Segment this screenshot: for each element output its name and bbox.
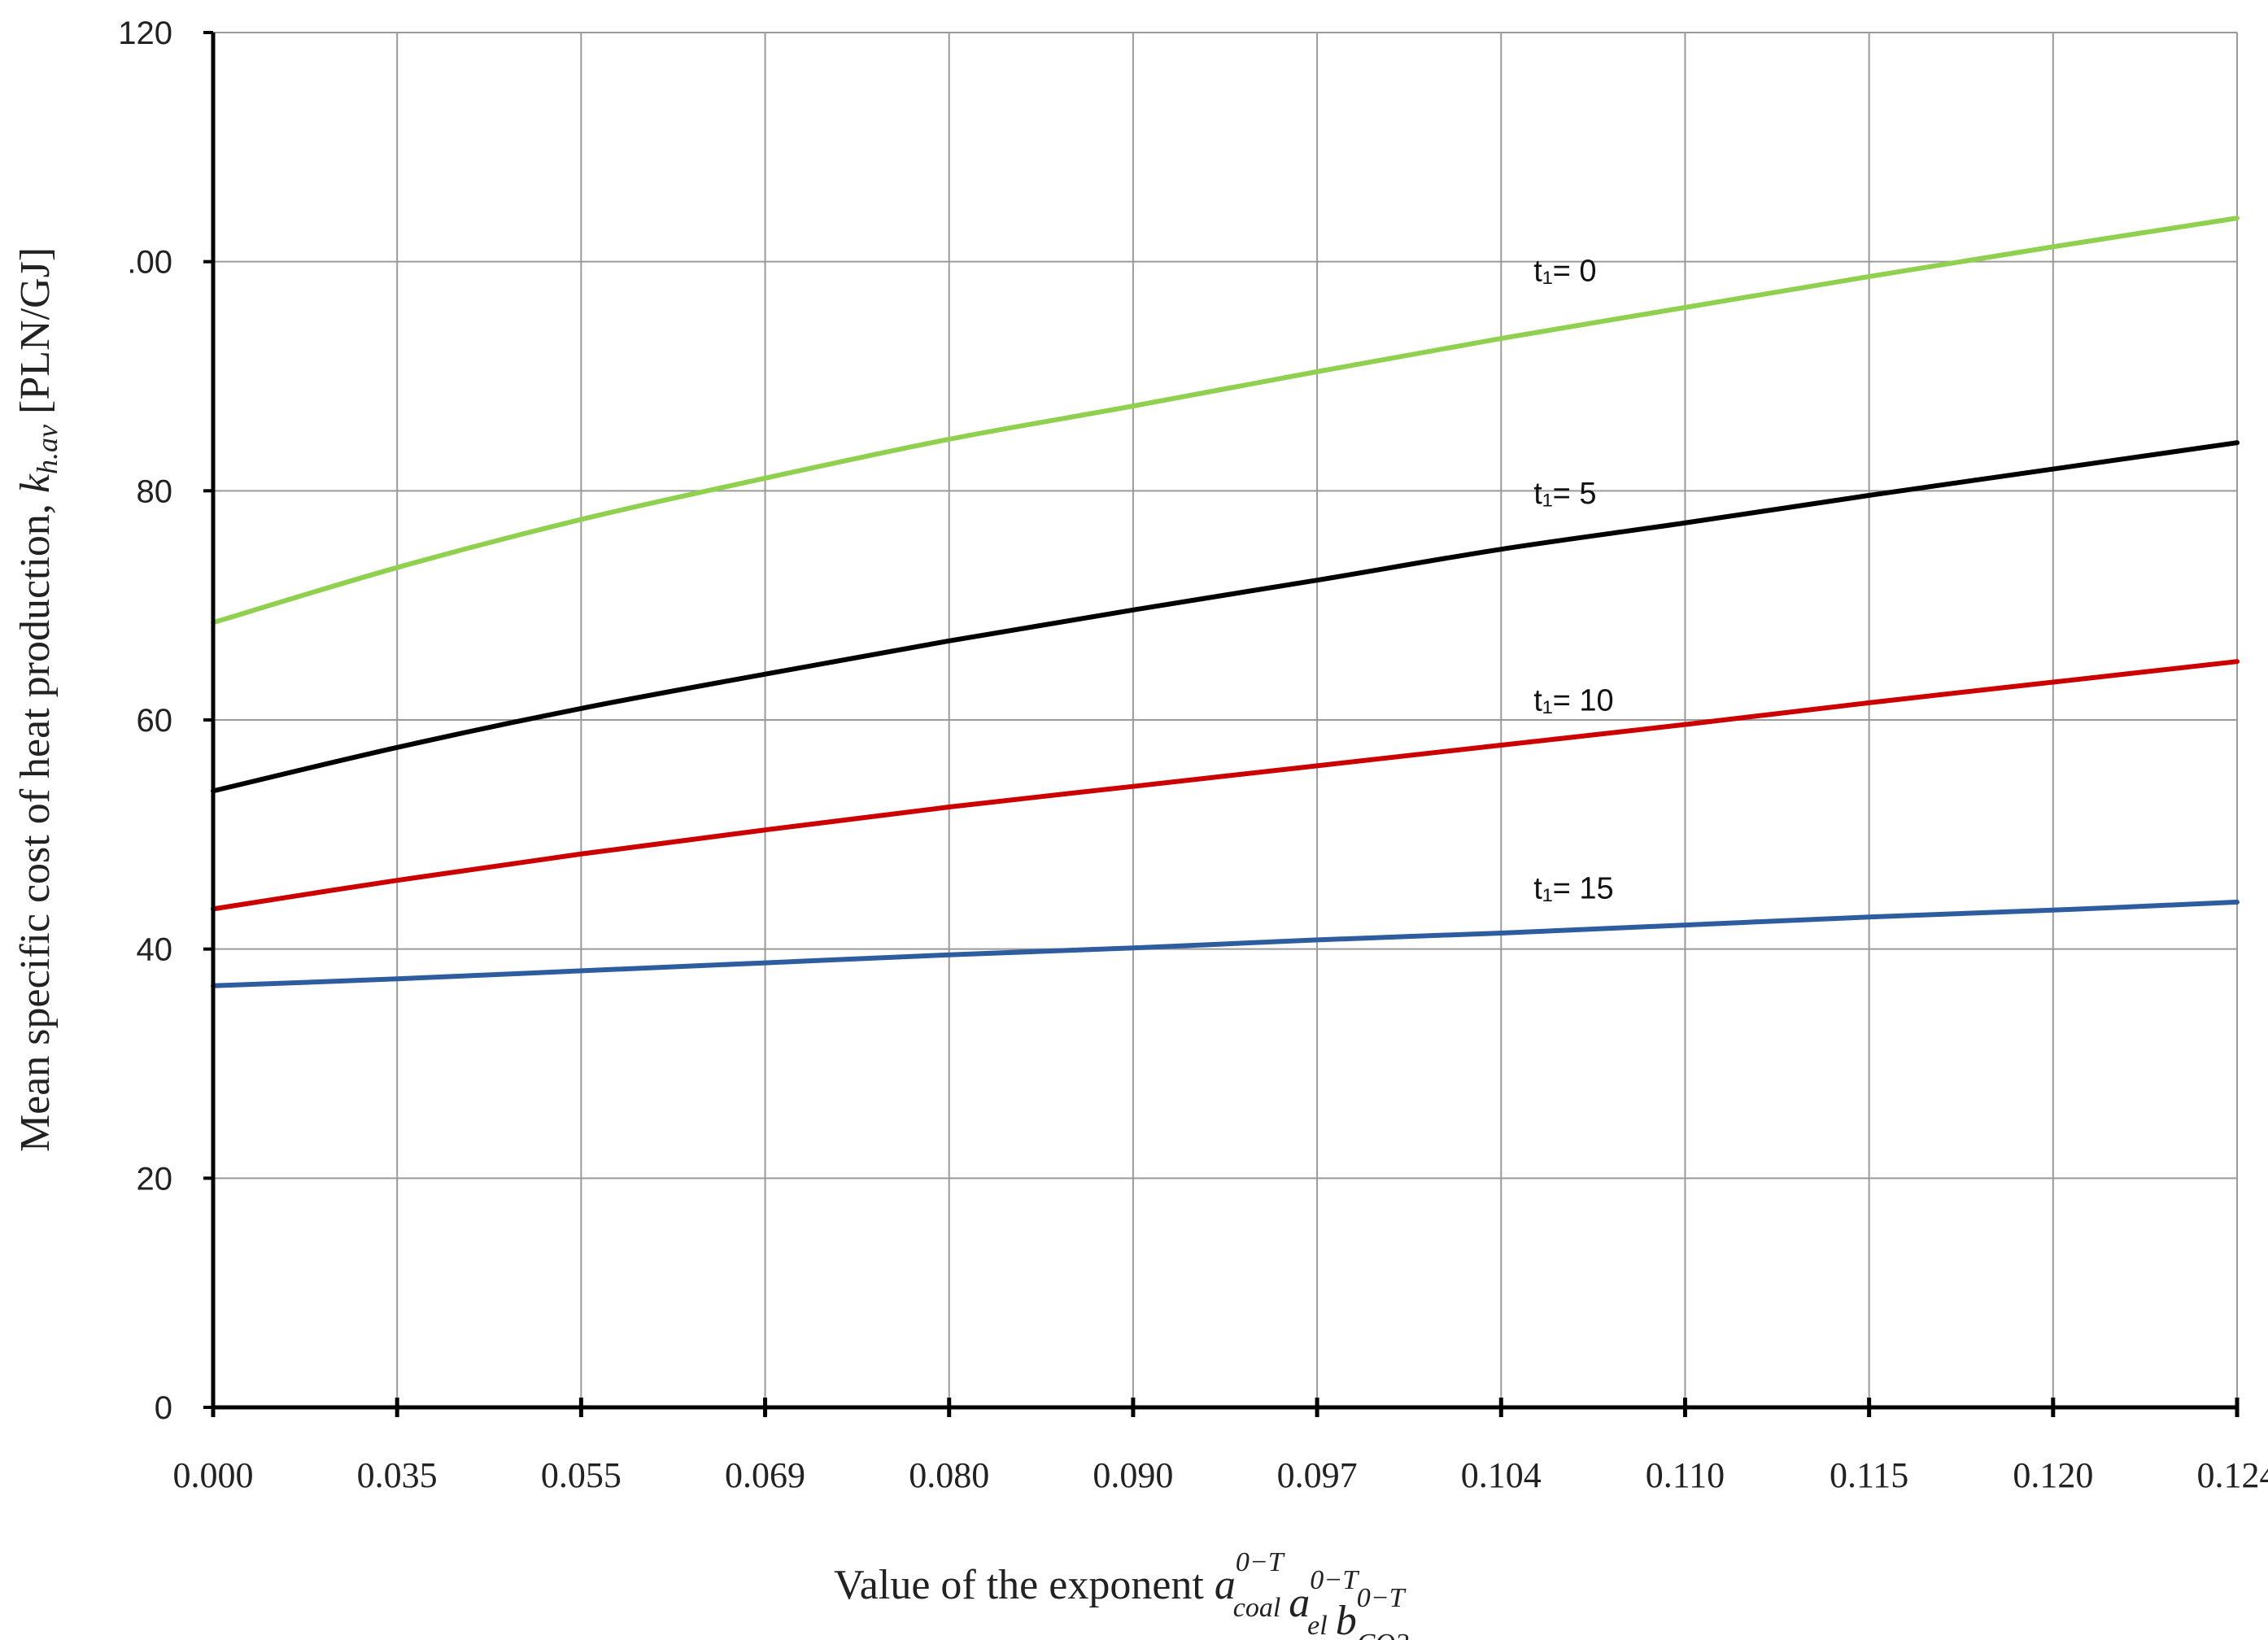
axes [203,31,2240,1417]
y-axis-symbol-sub: h.av [31,425,63,474]
x-axis-title-text: Value of the exponent [834,1562,1215,1608]
x-tick-label: 0.069 [725,1455,805,1495]
x-axis-term-sub: CO2 [1357,1629,1409,1640]
y-axis-title-text: Mean specific cost of heat production, [12,493,59,1152]
series-label-1: t₁= 5 [1533,477,1596,511]
x-tick-label: 0.097 [1277,1455,1358,1495]
x-axis-term-sup: 0−T [1357,1583,1407,1613]
x-axis-term-sub: coal [1233,1593,1281,1623]
series-label-0: t₁= 0 [1533,255,1596,289]
series-line-1 [211,440,2240,794]
x-axis-term-sup: 0−T [1310,1565,1359,1595]
series-lines [211,216,2240,988]
x-tick-label: 0.055 [541,1455,622,1495]
series-line-0 [211,216,2240,626]
x-tick-label: 0.080 [909,1455,989,1495]
series-line-3 [211,899,2240,988]
y-axis-unit: [PLN/GJ] [12,247,59,425]
y-tick-label: 0 [155,1390,172,1426]
x-axis-term-sup: 0−T [1236,1547,1285,1577]
x-tick-label: 0.090 [1093,1455,1173,1495]
x-tick-label: 0.115 [1830,1455,1908,1495]
y-tick-label: 80 [137,473,173,509]
y-tick-label: 20 [137,1161,173,1197]
y-tick-label: 40 [137,932,173,968]
x-axis-term-base: b [1336,1598,1357,1640]
y-axis-symbol: k [12,473,59,493]
x-tick-label: 0.124 [2197,1455,2268,1495]
x-axis-term-base: a [1215,1562,1236,1608]
series-line-2 [211,659,2240,912]
x-axis-title: Value of the exponent a0−T coal a0−T el b0−T… [834,1547,1409,1640]
x-axis-term-base: a [1289,1580,1310,1626]
x-tick-label: 0.035 [357,1455,438,1495]
y-tick-label: 120 [118,15,172,51]
y-tick-label: .00 [127,245,172,281]
y-axis-ticks: 0 20 40 60 80 .00 120 [118,15,172,1426]
series-labels: t₁= 0 t₁= 5 t₁= 10 t₁= 15 [1533,255,1613,906]
series-label-3: t₁= 15 [1533,872,1613,906]
x-axis-term-sub: el [1307,1611,1328,1640]
x-tick-label: 0.110 [1646,1455,1725,1495]
x-axis-ticks: 0.000 0.035 0.055 0.069 0.080 0.090 0.097 0.104… [173,1455,2268,1495]
grid-lines [213,32,2238,1407]
x-tick-label: 0.104 [1461,1455,1542,1495]
x-tick-label: 0.000 [173,1455,254,1495]
y-tick-label: 60 [137,703,173,739]
x-tick-label: 0.120 [2013,1455,2093,1495]
y-axis-title: Mean specific cost of heat production, k… [12,247,63,1152]
series-label-2: t₁= 10 [1533,684,1613,718]
